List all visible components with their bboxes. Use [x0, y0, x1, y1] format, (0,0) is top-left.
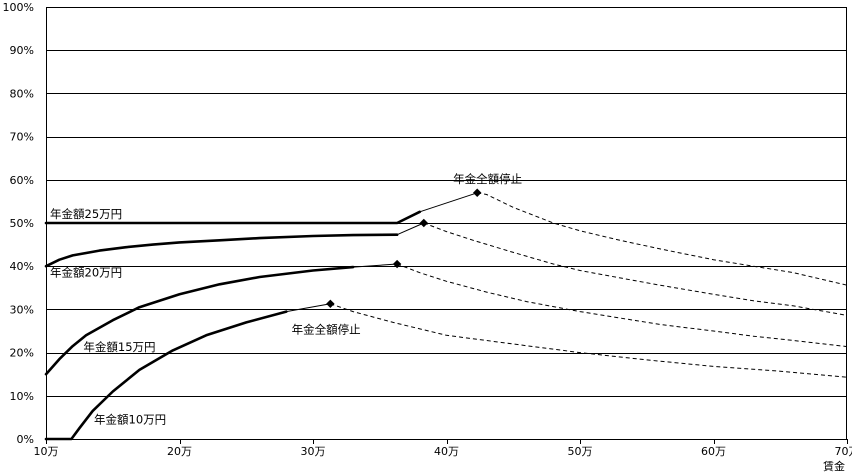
y-tick-label-100: 100%: [3, 1, 34, 14]
series-4-solid-line: [44, 310, 288, 441]
x-tick-label-10: 10万: [34, 445, 59, 458]
series-4-connector-line: [286, 303, 331, 313]
series-3: [44, 259, 848, 376]
series-2-stop-marker: [419, 218, 429, 228]
series-1: [44, 188, 848, 286]
x-tick-label-70: 70万: [835, 445, 852, 458]
series-layer: [44, 188, 848, 441]
series-1-dashed-line: [477, 192, 848, 286]
y-tick-label-20: 20%: [10, 347, 34, 360]
series-2-connector-line: [396, 222, 425, 236]
x-tick-label-60: 60万: [701, 445, 726, 458]
annotation-1: 年金全額停止: [453, 172, 522, 186]
y-tick-label-0: 0%: [17, 433, 34, 446]
annotation-2: 年金全額停止: [292, 323, 361, 337]
series-4: [44, 299, 848, 441]
series-3-solid-line: [44, 265, 355, 376]
series-4-dashed-line: [330, 303, 848, 378]
series-4-stop-marker: [326, 299, 335, 308]
series-2: [44, 218, 848, 316]
series-2-label: 年金額20万円: [50, 266, 122, 280]
series-1-solid-line: [44, 210, 422, 225]
series-3-connector-line: [353, 263, 398, 268]
y-tick-label-50: 50%: [10, 217, 34, 230]
series-2-solid-line: [44, 233, 399, 268]
series-3-dashed-line: [396, 263, 848, 348]
series-3-label: 年金額15万円: [83, 340, 155, 354]
y-tick-label-70: 70%: [10, 131, 34, 144]
x-tick-label-50: 50万: [568, 445, 593, 458]
y-tick-label-30: 30%: [10, 303, 34, 316]
y-tick-label-90: 90%: [10, 44, 34, 57]
y-tick-label-10: 10%: [10, 390, 34, 403]
series-2-dashed-line: [423, 222, 848, 316]
y-tick-label-80: 80%: [10, 87, 34, 100]
axes: 0% 10% 20% 30% 40% 50% 60% 70% 80% 90% 100% 10万 20万 3…: [3, 1, 852, 473]
series-1-label: 年金額25万円: [50, 207, 122, 221]
series-3-stop-marker: [392, 259, 402, 269]
y-tick-label-40: 40%: [10, 260, 34, 273]
y-tick-label-60: 60%: [10, 174, 34, 187]
x-tick-label-20: 20万: [167, 445, 192, 458]
series-4-label: 年金額10万円: [94, 412, 166, 426]
x-tick-label-40: 40万: [434, 445, 459, 458]
x-axis-title: 賃金: [823, 459, 845, 473]
x-tick-label-30: 30万: [301, 445, 326, 458]
series-1-stop-marker: [473, 188, 482, 197]
series-1-connector-line: [419, 192, 478, 213]
